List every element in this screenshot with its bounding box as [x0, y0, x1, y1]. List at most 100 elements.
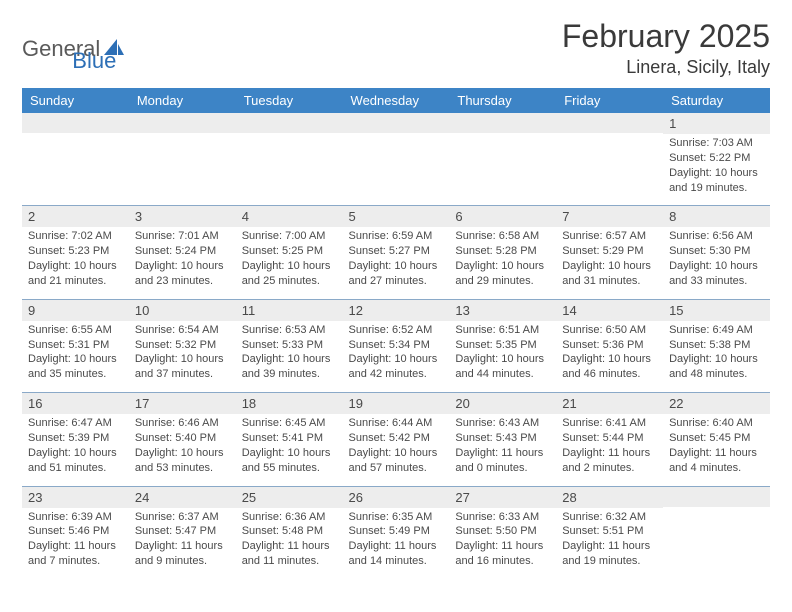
day-number: 16 — [22, 393, 129, 414]
day-details: Sunrise: 6:51 AMSunset: 5:35 PMDaylight:… — [449, 321, 556, 392]
daylight-text: Daylight: 11 hours and 16 minutes. — [455, 539, 550, 569]
sunrise-text: Sunrise: 6:54 AM — [135, 323, 230, 338]
day-cell — [556, 113, 663, 206]
day-number — [663, 487, 770, 507]
day-details — [22, 133, 129, 191]
day-cell: 22Sunrise: 6:40 AMSunset: 5:45 PMDayligh… — [663, 393, 770, 486]
day-cell — [343, 113, 450, 206]
day-cell: 8Sunrise: 6:56 AMSunset: 5:30 PMDaylight… — [663, 206, 770, 299]
sunset-text: Sunset: 5:40 PM — [135, 431, 230, 446]
sunset-text: Sunset: 5:38 PM — [669, 338, 764, 353]
daylight-text: Daylight: 10 hours and 42 minutes. — [349, 352, 444, 382]
dow-thursday: Thursday — [449, 88, 556, 113]
day-cell: 2Sunrise: 7:02 AMSunset: 5:23 PMDaylight… — [22, 206, 129, 299]
sunrise-text: Sunrise: 7:00 AM — [242, 229, 337, 244]
day-cell: 13Sunrise: 6:51 AMSunset: 5:35 PMDayligh… — [449, 299, 556, 392]
daylight-text: Daylight: 10 hours and 33 minutes. — [669, 259, 764, 289]
day-cell: 26Sunrise: 6:35 AMSunset: 5:49 PMDayligh… — [343, 486, 450, 579]
day-cell: 14Sunrise: 6:50 AMSunset: 5:36 PMDayligh… — [556, 299, 663, 392]
day-cell: 16Sunrise: 6:47 AMSunset: 5:39 PMDayligh… — [22, 393, 129, 486]
day-details: Sunrise: 6:56 AMSunset: 5:30 PMDaylight:… — [663, 227, 770, 298]
sunrise-text: Sunrise: 6:32 AM — [562, 510, 657, 525]
day-number — [236, 113, 343, 133]
sunrise-text: Sunrise: 6:52 AM — [349, 323, 444, 338]
sunrise-text: Sunrise: 7:01 AM — [135, 229, 230, 244]
sunrise-text: Sunrise: 6:46 AM — [135, 416, 230, 431]
sunrise-text: Sunrise: 6:57 AM — [562, 229, 657, 244]
sunset-text: Sunset: 5:34 PM — [349, 338, 444, 353]
day-number — [129, 113, 236, 133]
location-label: Linera, Sicily, Italy — [562, 57, 770, 78]
day-cell: 1Sunrise: 7:03 AMSunset: 5:22 PMDaylight… — [663, 113, 770, 206]
day-number: 18 — [236, 393, 343, 414]
day-number: 28 — [556, 487, 663, 508]
calendar-body: 1Sunrise: 7:03 AMSunset: 5:22 PMDaylight… — [22, 113, 770, 579]
day-details — [663, 507, 770, 565]
daylight-text: Daylight: 10 hours and 27 minutes. — [349, 259, 444, 289]
sunrise-text: Sunrise: 6:36 AM — [242, 510, 337, 525]
day-number: 4 — [236, 206, 343, 227]
day-number: 12 — [343, 300, 450, 321]
day-cell: 18Sunrise: 6:45 AMSunset: 5:41 PMDayligh… — [236, 393, 343, 486]
day-number: 9 — [22, 300, 129, 321]
day-number: 19 — [343, 393, 450, 414]
day-number: 3 — [129, 206, 236, 227]
daylight-text: Daylight: 10 hours and 55 minutes. — [242, 446, 337, 476]
sunset-text: Sunset: 5:30 PM — [669, 244, 764, 259]
day-number: 22 — [663, 393, 770, 414]
title-block: February 2025 Linera, Sicily, Italy — [562, 18, 770, 78]
dow-saturday: Saturday — [663, 88, 770, 113]
daylight-text: Daylight: 11 hours and 9 minutes. — [135, 539, 230, 569]
sunset-text: Sunset: 5:39 PM — [28, 431, 123, 446]
day-number: 2 — [22, 206, 129, 227]
day-details: Sunrise: 6:53 AMSunset: 5:33 PMDaylight:… — [236, 321, 343, 392]
sunset-text: Sunset: 5:48 PM — [242, 524, 337, 539]
day-number: 1 — [663, 113, 770, 134]
daylight-text: Daylight: 10 hours and 51 minutes. — [28, 446, 123, 476]
day-cell: 7Sunrise: 6:57 AMSunset: 5:29 PMDaylight… — [556, 206, 663, 299]
day-cell: 23Sunrise: 6:39 AMSunset: 5:46 PMDayligh… — [22, 486, 129, 579]
day-details: Sunrise: 6:37 AMSunset: 5:47 PMDaylight:… — [129, 508, 236, 579]
daylight-text: Daylight: 10 hours and 39 minutes. — [242, 352, 337, 382]
day-details: Sunrise: 6:36 AMSunset: 5:48 PMDaylight:… — [236, 508, 343, 579]
logo: General Blue — [22, 24, 116, 74]
dow-friday: Friday — [556, 88, 663, 113]
day-details: Sunrise: 6:49 AMSunset: 5:38 PMDaylight:… — [663, 321, 770, 392]
day-cell: 3Sunrise: 7:01 AMSunset: 5:24 PMDaylight… — [129, 206, 236, 299]
sunset-text: Sunset: 5:51 PM — [562, 524, 657, 539]
daylight-text: Daylight: 10 hours and 31 minutes. — [562, 259, 657, 289]
day-number — [556, 113, 663, 133]
day-number: 23 — [22, 487, 129, 508]
day-cell: 21Sunrise: 6:41 AMSunset: 5:44 PMDayligh… — [556, 393, 663, 486]
daylight-text: Daylight: 10 hours and 35 minutes. — [28, 352, 123, 382]
day-details: Sunrise: 7:01 AMSunset: 5:24 PMDaylight:… — [129, 227, 236, 298]
sunrise-text: Sunrise: 6:50 AM — [562, 323, 657, 338]
day-number: 15 — [663, 300, 770, 321]
dow-sunday: Sunday — [22, 88, 129, 113]
day-details: Sunrise: 6:39 AMSunset: 5:46 PMDaylight:… — [22, 508, 129, 579]
day-details: Sunrise: 6:46 AMSunset: 5:40 PMDaylight:… — [129, 414, 236, 485]
sunset-text: Sunset: 5:47 PM — [135, 524, 230, 539]
sunset-text: Sunset: 5:46 PM — [28, 524, 123, 539]
day-details: Sunrise: 6:58 AMSunset: 5:28 PMDaylight:… — [449, 227, 556, 298]
sunrise-text: Sunrise: 6:35 AM — [349, 510, 444, 525]
sunrise-text: Sunrise: 6:58 AM — [455, 229, 550, 244]
week-row: 23Sunrise: 6:39 AMSunset: 5:46 PMDayligh… — [22, 486, 770, 579]
sunrise-text: Sunrise: 6:43 AM — [455, 416, 550, 431]
sunset-text: Sunset: 5:43 PM — [455, 431, 550, 446]
day-details: Sunrise: 7:00 AMSunset: 5:25 PMDaylight:… — [236, 227, 343, 298]
sunset-text: Sunset: 5:31 PM — [28, 338, 123, 353]
day-number: 10 — [129, 300, 236, 321]
day-details — [129, 133, 236, 191]
sunset-text: Sunset: 5:41 PM — [242, 431, 337, 446]
daylight-text: Daylight: 10 hours and 46 minutes. — [562, 352, 657, 382]
week-row: 2Sunrise: 7:02 AMSunset: 5:23 PMDaylight… — [22, 206, 770, 299]
day-details: Sunrise: 6:41 AMSunset: 5:44 PMDaylight:… — [556, 414, 663, 485]
day-details: Sunrise: 6:55 AMSunset: 5:31 PMDaylight:… — [22, 321, 129, 392]
dow-wednesday: Wednesday — [343, 88, 450, 113]
month-title: February 2025 — [562, 18, 770, 55]
day-details — [449, 133, 556, 191]
daylight-text: Daylight: 10 hours and 57 minutes. — [349, 446, 444, 476]
daylight-text: Daylight: 10 hours and 37 minutes. — [135, 352, 230, 382]
day-cell: 17Sunrise: 6:46 AMSunset: 5:40 PMDayligh… — [129, 393, 236, 486]
